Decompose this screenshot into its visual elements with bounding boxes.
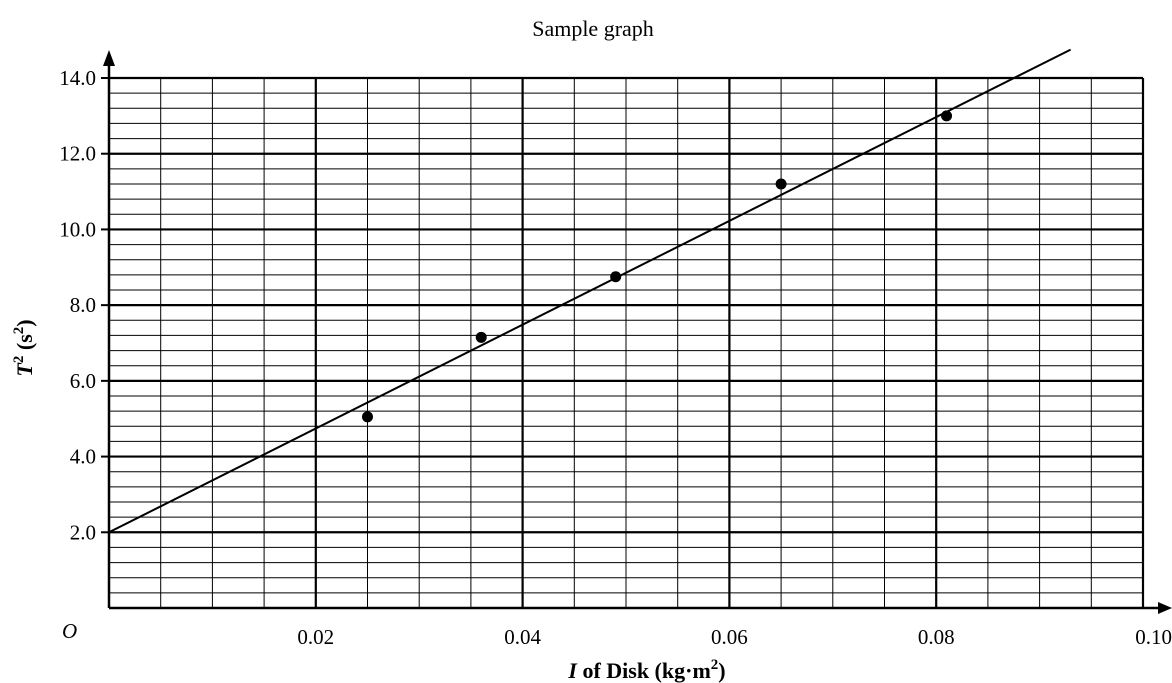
x-tick-label: 0.02 — [297, 625, 334, 649]
y-tick-label: 2.0 — [70, 520, 96, 544]
data-point — [941, 110, 953, 122]
fit-line — [108, 48, 1072, 534]
data-point — [362, 411, 373, 423]
data-point — [610, 271, 622, 283]
x-axis-arrow — [1158, 602, 1172, 614]
tick-labels: 2.0 4.0 6.0 8.0 10.0 12.0 14.0 0.02 0.04 0.06 0.08… — [59, 66, 1172, 649]
grid — [109, 76, 1145, 608]
x-tick-label: 0.08 — [918, 625, 955, 649]
y-tick-label: 12.0 — [59, 142, 96, 166]
x-axis-label: I of Disk (kg·m2) — [567, 657, 725, 683]
y-tick-label: 4.0 — [70, 445, 96, 469]
x-tick-label: 0.10 — [1135, 625, 1172, 649]
x-tick-label: 0.04 — [504, 625, 541, 649]
fit-line-group — [108, 48, 1072, 534]
origin-label: O — [62, 619, 77, 643]
x-tick-label: 0.06 — [711, 625, 748, 649]
y-tick-label: 14.0 — [59, 66, 96, 90]
data-point — [475, 331, 487, 343]
axes — [103, 50, 1172, 614]
y-tick-label: 10.0 — [59, 217, 96, 241]
data-points — [362, 110, 953, 423]
y-tick-label: 8.0 — [70, 293, 96, 317]
data-point — [775, 178, 787, 190]
y-tick-label: 6.0 — [70, 369, 96, 393]
y-axis-arrow — [103, 50, 115, 66]
chart-title: Sample graph — [532, 16, 654, 41]
y-axis-label: T2 (s2) — [11, 319, 37, 376]
